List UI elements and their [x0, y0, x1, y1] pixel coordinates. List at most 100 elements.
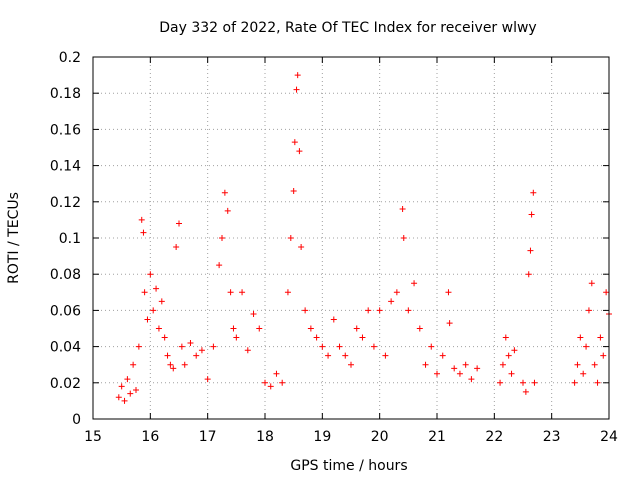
data-point: [150, 307, 157, 314]
y-axis-label: ROTI / TECUs: [6, 192, 22, 284]
data-point: [468, 376, 475, 383]
data-point: [422, 361, 429, 368]
data-point: [393, 289, 400, 296]
data-point: [267, 383, 274, 390]
data-point: [298, 244, 305, 251]
data-point: [502, 334, 509, 341]
data-point: [170, 365, 177, 372]
data-point: [124, 376, 131, 383]
data-point: [118, 383, 125, 390]
y-tick-label: 0.12: [50, 195, 81, 211]
data-point: [527, 247, 534, 254]
data-point: [530, 189, 537, 196]
data-point: [528, 211, 535, 218]
data-point: [462, 361, 469, 368]
data-point: [244, 347, 251, 354]
data-point: [121, 397, 128, 404]
data-point: [302, 307, 309, 314]
data-point: [400, 235, 407, 241]
data-point: [294, 72, 301, 79]
data-point: [325, 352, 332, 359]
x-tick-label: 24: [600, 429, 618, 445]
data-point: [594, 379, 601, 386]
data-point: [204, 376, 211, 383]
data-point: [233, 334, 240, 341]
data-point: [193, 352, 200, 359]
data-point: [216, 262, 223, 269]
data-point: [353, 325, 360, 332]
data-point: [583, 343, 590, 350]
data-point: [153, 285, 160, 292]
data-point: [365, 307, 372, 314]
data-point: [456, 370, 463, 377]
data-point: [178, 343, 185, 350]
data-point: [284, 289, 291, 296]
data-point: [336, 343, 343, 350]
data-point: [155, 325, 162, 332]
data-point: [219, 235, 225, 241]
data-point: [279, 379, 286, 386]
data-point: [520, 379, 526, 386]
data-point: [405, 307, 412, 314]
data-point: [505, 352, 512, 359]
data-point: [399, 206, 406, 213]
data-point: [224, 207, 231, 214]
x-tick-label: 19: [313, 429, 331, 445]
x-tick-label: 17: [199, 429, 217, 445]
data-point: [138, 216, 145, 223]
data-point: [342, 352, 349, 359]
data-point: [130, 361, 137, 368]
data-points: [115, 72, 612, 404]
data-point: [445, 289, 452, 296]
data-point: [181, 361, 188, 368]
data-point: [115, 394, 122, 401]
data-point: [499, 361, 506, 368]
data-point: [239, 289, 246, 296]
data-point: [600, 352, 607, 359]
data-point: [307, 325, 314, 332]
x-tick-label: 21: [428, 429, 446, 445]
data-point: [127, 390, 134, 397]
x-tick-label: 15: [84, 429, 102, 445]
data-point: [176, 220, 182, 227]
data-point: [147, 271, 154, 278]
tick-labels: 15 16 17 18 19 20 21 22 23 24 0 0.02 0.04 0.06 0.08 0.1…: [50, 50, 618, 445]
data-point: [293, 86, 300, 93]
data-point: [428, 343, 435, 350]
x-axis-label: GPS time / hours: [290, 458, 407, 474]
data-point: [167, 361, 174, 368]
data-point: [388, 298, 395, 305]
data-point: [382, 352, 389, 359]
data-point: [603, 289, 610, 296]
data-point: [508, 370, 515, 377]
data-point: [133, 387, 139, 394]
data-point: [411, 280, 418, 287]
data-point: [525, 271, 532, 278]
data-point: [439, 352, 446, 359]
data-point: [256, 325, 263, 332]
y-tick-label: 0.02: [50, 376, 81, 392]
data-point: [511, 347, 518, 354]
grid-lines: [93, 57, 609, 419]
data-point: [273, 370, 280, 377]
data-point: [577, 334, 584, 341]
x-tick-label: 18: [256, 429, 274, 445]
data-point: [597, 334, 604, 341]
data-point: [313, 334, 320, 341]
plot-frame: [92, 56, 610, 420]
data-point: [330, 316, 337, 323]
y-tick-label: 0.04: [50, 340, 81, 356]
data-point: [319, 343, 326, 350]
data-point: [571, 379, 578, 386]
y-tick-label: 0.08: [50, 267, 81, 283]
data-point: [158, 298, 165, 305]
data-point: [574, 361, 581, 368]
y-tick-label: 0: [72, 412, 81, 428]
data-point: [434, 370, 440, 377]
data-point: [474, 365, 481, 372]
data-point: [135, 343, 142, 350]
data-point: [250, 311, 257, 318]
x-tick-label: 23: [543, 429, 561, 445]
data-point: [370, 343, 377, 350]
